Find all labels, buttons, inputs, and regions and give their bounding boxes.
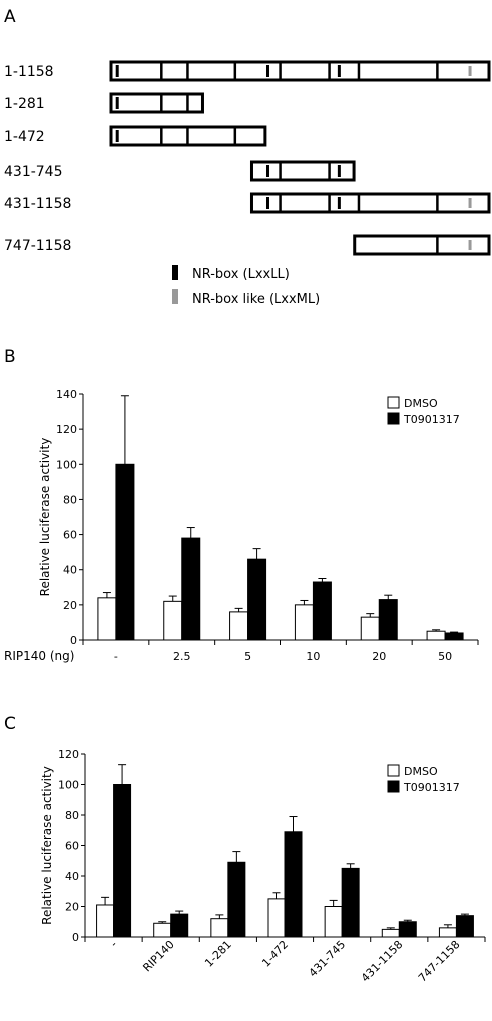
construct-bar [109, 60, 491, 82]
x-tick-label: 431-1158 [359, 938, 406, 985]
nr-box-legend-swatch [172, 265, 178, 280]
legend-swatch [387, 396, 400, 409]
bar-t0901317 [113, 784, 132, 938]
y-tick-label: 100 [58, 779, 79, 792]
y-tick-label: 20 [65, 901, 79, 914]
legend-label: DMSO [404, 765, 438, 778]
nr-box-legend-label: NR-box (LxxLL) [192, 267, 290, 282]
panel-b-label: B [4, 347, 16, 367]
nr-box-mark [115, 65, 119, 77]
bar-dmso [438, 927, 457, 938]
bar-dmso [163, 600, 183, 641]
bar-dmso [324, 906, 343, 938]
panel-a-label: A [4, 7, 16, 27]
x-tick-label: - [108, 938, 120, 950]
construct-label: 1-472 [4, 129, 45, 145]
bar-t0901317 [284, 831, 303, 938]
construct-diagram: 1-1158 1-281 1-472 431-745 431-1158 747-1158 [4, 60, 491, 256]
legend-swatch [387, 412, 400, 425]
y-tick-label: 20 [63, 599, 77, 612]
legend-label: T0901317 [403, 413, 460, 426]
x-tick-label: 431-745 [307, 938, 349, 980]
legend-swatch [387, 764, 400, 777]
y-tick-label: 60 [63, 529, 77, 542]
nr-box-mark [265, 197, 269, 209]
bar-dmso [229, 611, 249, 641]
y-tick-label: 120 [56, 423, 77, 436]
bar-dmso [267, 898, 286, 938]
y-tick-label: 40 [65, 870, 79, 883]
y-tick-label: 0 [70, 634, 77, 647]
bar-t0901317 [398, 921, 417, 938]
y-tick-label: 100 [56, 458, 77, 471]
nr-box-like-mark [468, 240, 472, 250]
bar-t0901317 [247, 558, 267, 641]
bar-dmso [96, 904, 115, 938]
bar-t0901317 [455, 915, 474, 938]
y-tick-label: 120 [58, 748, 79, 761]
x-tick-label: 20 [372, 650, 386, 663]
panel-c-label: C [4, 714, 16, 734]
construct-label: 1-281 [4, 96, 45, 112]
bar-dmso [426, 630, 446, 641]
bar-t0901317 [115, 463, 135, 641]
x-tick-label: 10 [306, 650, 320, 663]
x-tick-label: RIP140 [140, 938, 176, 974]
bar-t0901317 [312, 581, 332, 641]
construct-label: 747-1158 [4, 238, 71, 254]
y-tick-label: 60 [65, 840, 79, 853]
bar-dmso [294, 604, 314, 641]
y-axis-title: Relative luciferase activity [38, 438, 52, 597]
x-tick-label: 1-472 [259, 938, 291, 970]
construct-bar [353, 234, 491, 256]
bar-t0901317 [170, 913, 189, 938]
bar-t0901317 [444, 632, 464, 641]
x-tick-label: 50 [438, 650, 452, 663]
bar-dmso [381, 928, 400, 938]
nr-box-like-legend-label: NR-box like (LxxML) [192, 292, 320, 307]
bar-t0901317 [378, 599, 398, 641]
bar-t0901317 [227, 861, 246, 938]
y-tick-label: 80 [63, 493, 77, 506]
legend-label: DMSO [404, 397, 438, 410]
nr-box-mark [265, 65, 269, 77]
bar-dmso [97, 597, 117, 641]
y-axis-title: Relative luciferase activity [40, 766, 54, 925]
legend-swatch [387, 780, 400, 793]
bar-t0901317 [181, 537, 201, 641]
panel-a-legend: NR-box (LxxLL) NR-box like (LxxML) [172, 265, 320, 307]
x-tick-label: 1-281 [202, 938, 234, 970]
construct-label: 1-1158 [4, 64, 54, 80]
chart-b: 0 20 40 60 80 100 120 140 - 2.5 5 10 20 50 Relative lu… [4, 388, 479, 663]
nr-box-mark [115, 97, 119, 109]
construct-bar [109, 92, 204, 114]
x-tick-label: - [114, 650, 118, 663]
x-axis-title: RIP140 (ng) [4, 649, 74, 663]
legend-label: T0901317 [403, 781, 460, 794]
y-tick-label: 140 [56, 388, 77, 401]
y-tick-label: 0 [72, 931, 79, 944]
nr-box-mark [115, 130, 119, 142]
nr-box-like-legend-swatch [172, 289, 178, 304]
bar-dmso [360, 616, 380, 641]
x-tick-label: 5 [244, 650, 251, 663]
y-tick-label: 40 [63, 564, 77, 577]
chart-c: 0 20 40 60 80 100 120 - RIP140 1-281 1-472 431-745 4… [40, 748, 486, 985]
bar-dmso [210, 918, 229, 938]
bar-t0901317 [341, 867, 360, 938]
nr-box-like-mark [468, 66, 472, 76]
bar-dmso [153, 922, 172, 938]
nr-box-mark [337, 65, 341, 77]
nr-box-like-mark [468, 198, 472, 208]
construct-label: 431-1158 [4, 196, 71, 212]
construct-label: 431-745 [4, 164, 63, 180]
x-tick-label: 2.5 [173, 650, 191, 663]
construct-bar [249, 192, 491, 214]
y-tick-label: 80 [65, 809, 79, 822]
nr-box-mark [337, 197, 341, 209]
x-tick-label: 747-1158 [416, 938, 463, 985]
nr-box-mark [265, 165, 269, 177]
nr-box-mark [337, 165, 341, 177]
